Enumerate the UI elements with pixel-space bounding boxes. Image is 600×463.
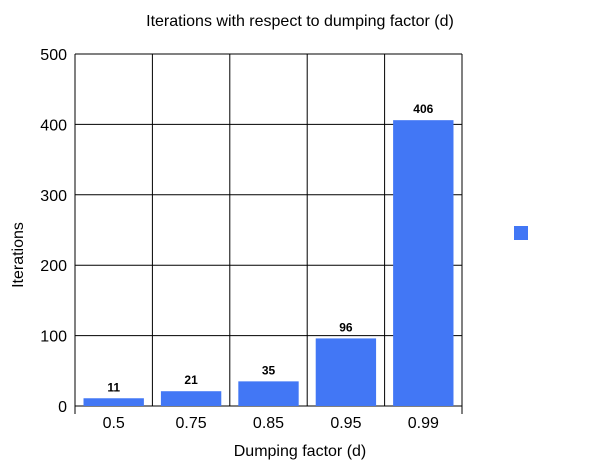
x-tick-label: 0.85 xyxy=(253,415,284,432)
y-axis-label: Iterations xyxy=(10,222,27,288)
legend xyxy=(514,226,528,240)
data-labels: 11 21 35 96 406 xyxy=(107,102,433,394)
x-tick-label: 0.99 xyxy=(408,415,439,432)
x-tick-label: 0.5 xyxy=(103,415,125,432)
bar xyxy=(393,120,454,407)
bars xyxy=(83,120,454,407)
x-tick-label: 0.75 xyxy=(176,415,207,432)
legend-swatch xyxy=(514,226,528,240)
bar xyxy=(160,391,222,406)
y-tick-label: 400 xyxy=(40,117,67,134)
bar xyxy=(315,338,377,406)
y-tick-label: 300 xyxy=(40,188,67,205)
data-label: 35 xyxy=(262,363,276,377)
y-tick-label: 200 xyxy=(40,258,67,275)
y-tick-label: 0 xyxy=(58,399,67,416)
bar xyxy=(83,398,144,406)
x-axis-label: Dumping factor (d) xyxy=(234,443,367,460)
x-tick-labels: 0.5 0.75 0.85 0.95 0.99 xyxy=(103,415,439,432)
bar xyxy=(238,381,299,406)
data-label: 406 xyxy=(413,102,433,116)
data-label: 11 xyxy=(107,380,120,394)
chart-title: Iterations with respect to dumping facto… xyxy=(146,13,454,30)
gridlines xyxy=(74,53,463,414)
y-tick-label: 500 xyxy=(40,47,67,64)
data-label: 96 xyxy=(339,320,353,334)
y-tick-labels: 0 100 200 300 400 500 xyxy=(40,47,67,416)
data-label: 21 xyxy=(184,373,198,387)
x-tick-label: 0.95 xyxy=(330,415,361,432)
y-tick-label: 100 xyxy=(40,329,67,346)
